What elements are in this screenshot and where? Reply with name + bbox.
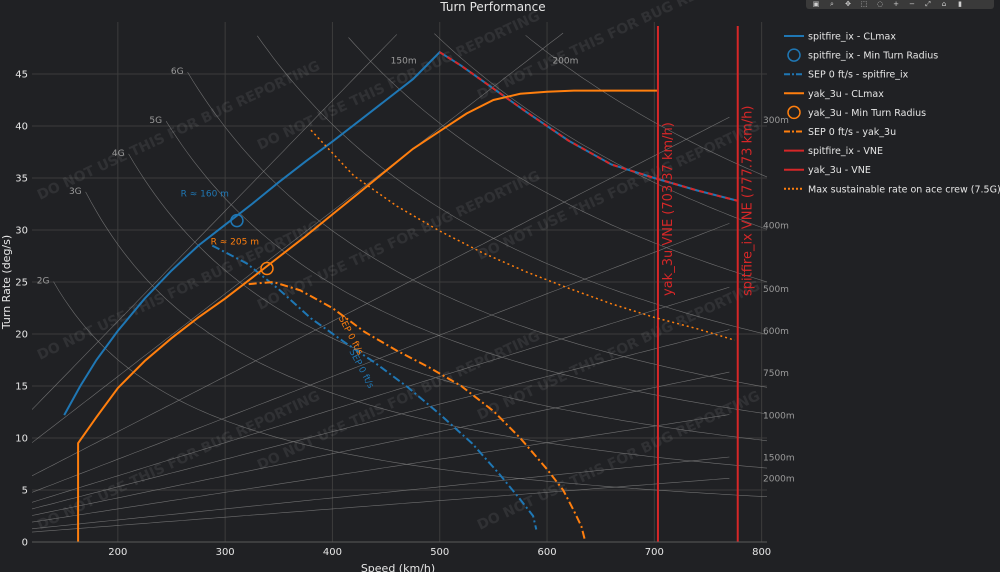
y-axis-label: Turn Rate (deg/s) <box>0 235 13 330</box>
series-line <box>248 280 586 540</box>
g-load-label: 6G <box>171 67 184 77</box>
legend-label: yak_3u - VNE <box>808 165 871 176</box>
zoom-in-icon[interactable]: + <box>893 0 899 8</box>
g-load-line <box>53 281 767 497</box>
g-load-label: 3G <box>69 187 82 197</box>
legend-item[interactable]: spitfire_ix - CLmax <box>784 32 896 43</box>
g-load-label: 2G <box>37 277 50 287</box>
legend-label: yak_3u - Min Turn Radius <box>808 108 926 119</box>
legend-label: spitfire_ix - VNE <box>808 146 883 157</box>
radius-line <box>32 32 564 443</box>
legend-item[interactable]: yak_3u - CLmax <box>784 89 884 100</box>
series-line <box>211 244 538 530</box>
legend[interactable]: spitfire_ix - CLmax spitfire_ix - Min Tur… <box>784 32 1000 196</box>
x-tick-label: 800 <box>752 547 771 558</box>
y-tick-label: 35 <box>15 174 28 185</box>
min-turn-radius-marker <box>230 213 244 228</box>
radius-label: 150m <box>391 57 417 67</box>
radius-line <box>32 371 730 516</box>
g-load-label: 4G <box>112 149 125 159</box>
legend-item[interactable]: yak_3u - VNE <box>784 165 871 176</box>
legend-label: yak_3u - CLmax <box>808 89 884 100</box>
legend-label: spitfire_ix - CLmax <box>808 32 896 43</box>
radius-label: 2000m <box>763 475 795 485</box>
axes: 200 300 400 500 600 700 800 0 5 10 15 20 25 30 35 40 45 2… <box>15 57 795 558</box>
x-tick-label: 500 <box>430 547 449 558</box>
legend-item[interactable]: yak_3u - Min Turn Radius <box>787 105 926 120</box>
camera-icon[interactable]: ▣ <box>812 0 820 8</box>
zoom-icon[interactable]: ⌕ <box>830 0 834 8</box>
radius-label: 300m <box>763 116 789 126</box>
g-load-line <box>187 72 767 388</box>
y-tick-label: 15 <box>15 382 28 393</box>
radius-line <box>32 329 730 510</box>
radius-line <box>32 116 730 477</box>
legend-item[interactable]: spitfire_ix - Min Turn Radius <box>787 48 938 62</box>
g-load-line <box>348 37 767 283</box>
radius-label: 1000m <box>763 411 795 421</box>
y-tick-label: 0 <box>22 538 28 549</box>
g-load-line <box>525 35 767 178</box>
y-tick-label: 10 <box>15 434 28 445</box>
radius-label: 750m <box>763 369 789 379</box>
legend-item[interactable]: SEP 0 ft/s - spitfire_ix <box>784 70 909 81</box>
legend-item[interactable]: SEP 0 ft/s - yak_3u <box>784 127 896 138</box>
legend-label: SEP 0 ft/s - spitfire_ix <box>808 70 909 81</box>
g-load-line <box>434 33 767 230</box>
pan-icon[interactable]: ✥ <box>845 0 851 8</box>
zoom-out-icon[interactable]: − <box>909 0 915 8</box>
x-tick-label: 200 <box>108 547 127 558</box>
radius-line <box>32 286 730 503</box>
radius-label: 600m <box>763 327 789 337</box>
radius-label: 400m <box>763 221 789 231</box>
envelope-lines <box>32 32 767 533</box>
spitfire-vne-overlay <box>439 51 739 202</box>
x-axis-label: Speed (km/h) <box>361 562 435 572</box>
g-load-line <box>85 191 767 469</box>
radius-line <box>32 414 730 523</box>
lasso-icon[interactable]: ◌ <box>876 0 884 8</box>
series-line <box>77 89 658 542</box>
y-tick-label: 45 <box>15 70 28 81</box>
radius-line <box>32 34 398 410</box>
x-tick-label: 300 <box>216 547 235 558</box>
series-line <box>310 129 736 341</box>
box-select-icon[interactable]: ⬚ <box>860 0 868 8</box>
chart-title: Turn Performance <box>439 0 545 14</box>
legend-marker <box>787 105 801 120</box>
legend-label: Max sustainable rate on ace crew (7.5G) <box>808 184 1000 195</box>
y-tick-label: 5 <box>22 486 28 497</box>
radius-label: 200m <box>552 57 578 67</box>
vne-label: yak_3u VNE (703.37 km/h) <box>661 122 676 296</box>
g-load-label: 5G <box>149 116 162 126</box>
y-tick-label: 40 <box>15 122 28 133</box>
vne-label: spitfire_ix VNE (777.73 km/h) <box>741 106 756 296</box>
legend-item[interactable]: Max sustainable rate on ace crew (7.5G) <box>784 184 1000 195</box>
g-load-line <box>128 153 767 442</box>
min-turn-radius-label: R ≈ 160 m <box>181 190 229 200</box>
legend-item[interactable]: spitfire_ix - VNE <box>784 146 883 157</box>
legend-label: spitfire_ix - Min Turn Radius <box>808 51 938 62</box>
legend-marker <box>787 48 801 62</box>
radius-line <box>32 223 730 493</box>
plotly-logo-icon[interactable]: ▮ <box>958 0 962 8</box>
legend-label: SEP 0 ft/s - yak_3u <box>808 127 896 138</box>
y-tick-label: 25 <box>15 278 28 289</box>
radius-line <box>32 456 730 530</box>
min-turn-radius-label: R ≈ 205 m <box>211 237 259 247</box>
radius-label: 1500m <box>763 454 795 464</box>
x-tick-label: 700 <box>645 547 664 558</box>
y-tick-label: 30 <box>15 226 28 237</box>
radius-label: 500m <box>763 285 789 295</box>
autoscale-icon[interactable]: ⤢ <box>925 0 931 8</box>
min-turn-radius-marker <box>260 261 274 276</box>
y-tick-label: 20 <box>15 330 28 341</box>
x-tick-label: 600 <box>537 547 556 558</box>
g-load-line <box>165 121 767 415</box>
reset-icon[interactable]: ⌂ <box>941 0 947 8</box>
x-tick-label: 400 <box>323 547 342 558</box>
modebar: ▣ ⌕ ✥ ⬚ ◌ + − ⤢ ⌂ ▮ <box>806 0 994 9</box>
radius-line <box>32 478 730 533</box>
